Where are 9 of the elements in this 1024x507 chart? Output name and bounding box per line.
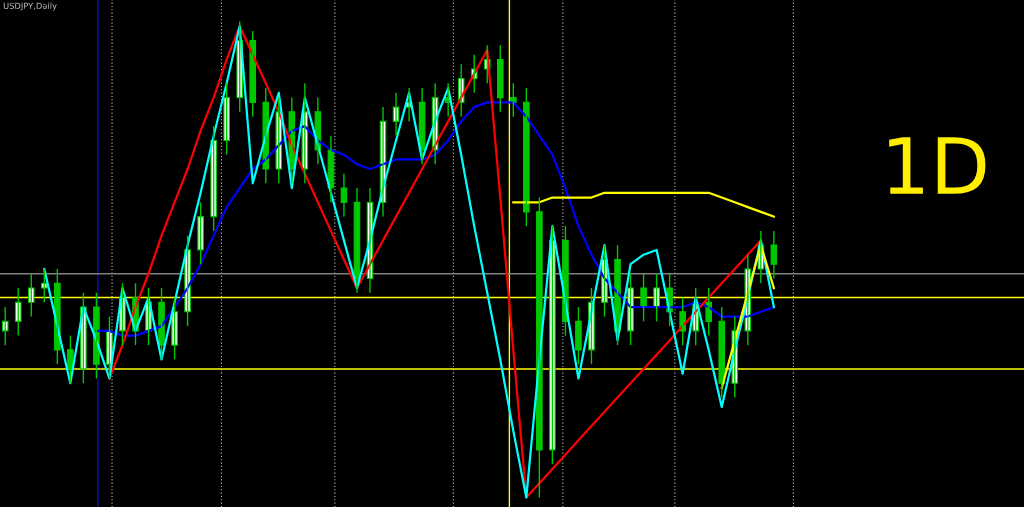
candlestick [14,287,22,337]
chart-title: USDJPY,Daily [3,2,57,11]
candlestick [496,44,504,113]
text: 1D [889,137,986,194]
candlestick [223,82,230,156]
candlestick [197,201,204,265]
candlestick [1,306,9,346]
candlestick [575,306,582,365]
candlestick [27,273,35,318]
